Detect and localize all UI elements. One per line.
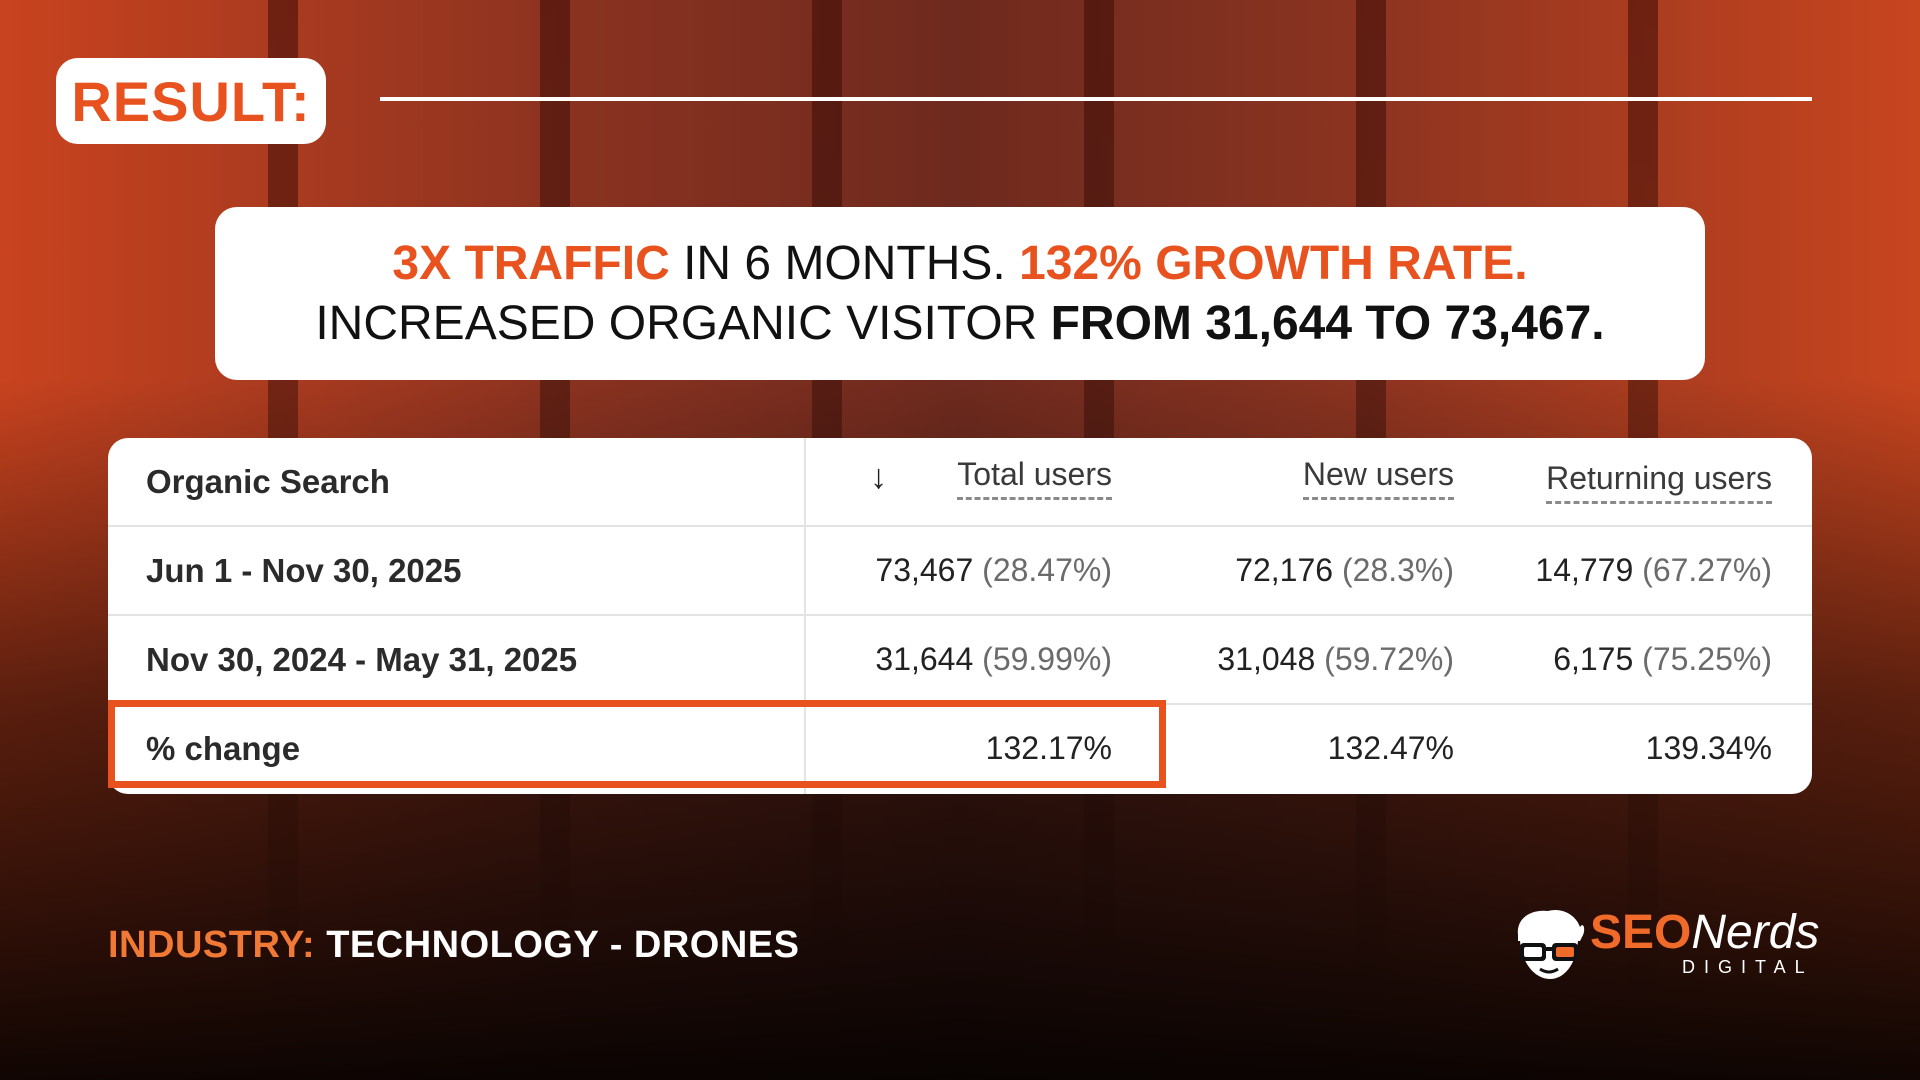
row-date-range: Nov 30, 2024 - May 31, 2025	[146, 640, 578, 678]
value: 31,644	[875, 641, 974, 677]
brand-logo: SEONerds DIGITAL	[1510, 905, 1819, 985]
cell-returning-users: 14,779 (67.27%)	[1535, 552, 1772, 589]
value: 14,779	[1535, 552, 1634, 588]
header-organic-search: Organic Search	[146, 462, 390, 500]
percent: (59.72%)	[1324, 641, 1454, 677]
table-row: % change 132.17% 132.47% 139.34%	[108, 705, 1812, 792]
headline-traffic: 3X TRAFFIC	[392, 236, 670, 290]
cell-new-users-change: 132.47%	[1327, 730, 1454, 766]
header-returning-users[interactable]: Returning users	[1546, 460, 1772, 504]
percent: (28.47%)	[982, 552, 1112, 588]
value: 31,048	[1217, 641, 1316, 677]
headline-months: IN 6 MONTHS.	[669, 236, 1020, 290]
cell-returning-users-change: 139.34%	[1645, 730, 1772, 766]
headline-increased: INCREASED ORGANIC VISITOR	[315, 296, 1051, 350]
industry-value: TECHNOLOGY - DRONES	[315, 924, 800, 966]
cell-total-users: 73,467 (28.47%)	[875, 552, 1112, 589]
analytics-table: Organic Search ↓ Total users New users R…	[108, 438, 1812, 794]
row-date-range: Jun 1 - Nov 30, 2025	[146, 551, 462, 589]
result-divider-line	[380, 97, 1812, 101]
table-header-row: Organic Search ↓ Total users New users R…	[108, 438, 1812, 527]
logo-digital: DIGITAL	[1682, 957, 1814, 977]
arrow-down-icon[interactable]: ↓	[870, 458, 887, 496]
logo-seo: SEO	[1590, 906, 1692, 959]
result-label: RESULT:	[71, 69, 311, 133]
cell-total-users-change: 132.17%	[985, 730, 1112, 766]
percent: (28.3%)	[1341, 552, 1454, 588]
cell-new-users: 72,176 (28.3%)	[1235, 552, 1454, 589]
cell-total-users: 31,644 (59.99%)	[875, 641, 1112, 678]
percent: (75.25%)	[1642, 641, 1772, 677]
result-badge: RESULT:	[56, 58, 326, 144]
table-row: Jun 1 - Nov 30, 2025 73,467 (28.47%) 72,…	[108, 527, 1812, 616]
row-percent-change: % change	[146, 729, 301, 767]
headline-line-2: INCREASED ORGANIC VISITOR FROM 31,644 TO…	[315, 294, 1604, 354]
value: 73,467	[875, 552, 974, 588]
industry-label: INDUSTRY:	[108, 924, 316, 966]
column-divider	[804, 438, 806, 794]
value: 72,176	[1235, 552, 1334, 588]
table-row: Nov 30, 2024 - May 31, 2025 31,644 (59.9…	[108, 616, 1812, 705]
industry-line: INDUSTRY: TECHNOLOGY - DRONES	[108, 924, 800, 967]
cell-returning-users: 6,175 (75.25%)	[1553, 641, 1772, 678]
logo-nerds: Nerds	[1691, 906, 1820, 959]
header-new-users[interactable]: New users	[1302, 456, 1454, 500]
value: 6,175	[1553, 641, 1634, 677]
nerd-face-icon	[1517, 909, 1585, 979]
cell-new-users: 31,048 (59.72%)	[1217, 641, 1454, 678]
header-total-users[interactable]: Total users	[957, 456, 1112, 500]
headline-line-1: 3X TRAFFIC IN 6 MONTHS. 132% GROWTH RATE…	[392, 234, 1527, 294]
percent: (59.99%)	[982, 641, 1112, 677]
headline-card: 3X TRAFFIC IN 6 MONTHS. 132% GROWTH RATE…	[215, 207, 1705, 380]
headline-growth: 132% GROWTH RATE.	[1019, 236, 1528, 290]
percent: (67.27%)	[1642, 552, 1772, 588]
logo-wordmark: SEONerds	[1590, 905, 1819, 960]
headline-from-to: FROM 31,644 TO 73,467.	[1050, 296, 1605, 350]
